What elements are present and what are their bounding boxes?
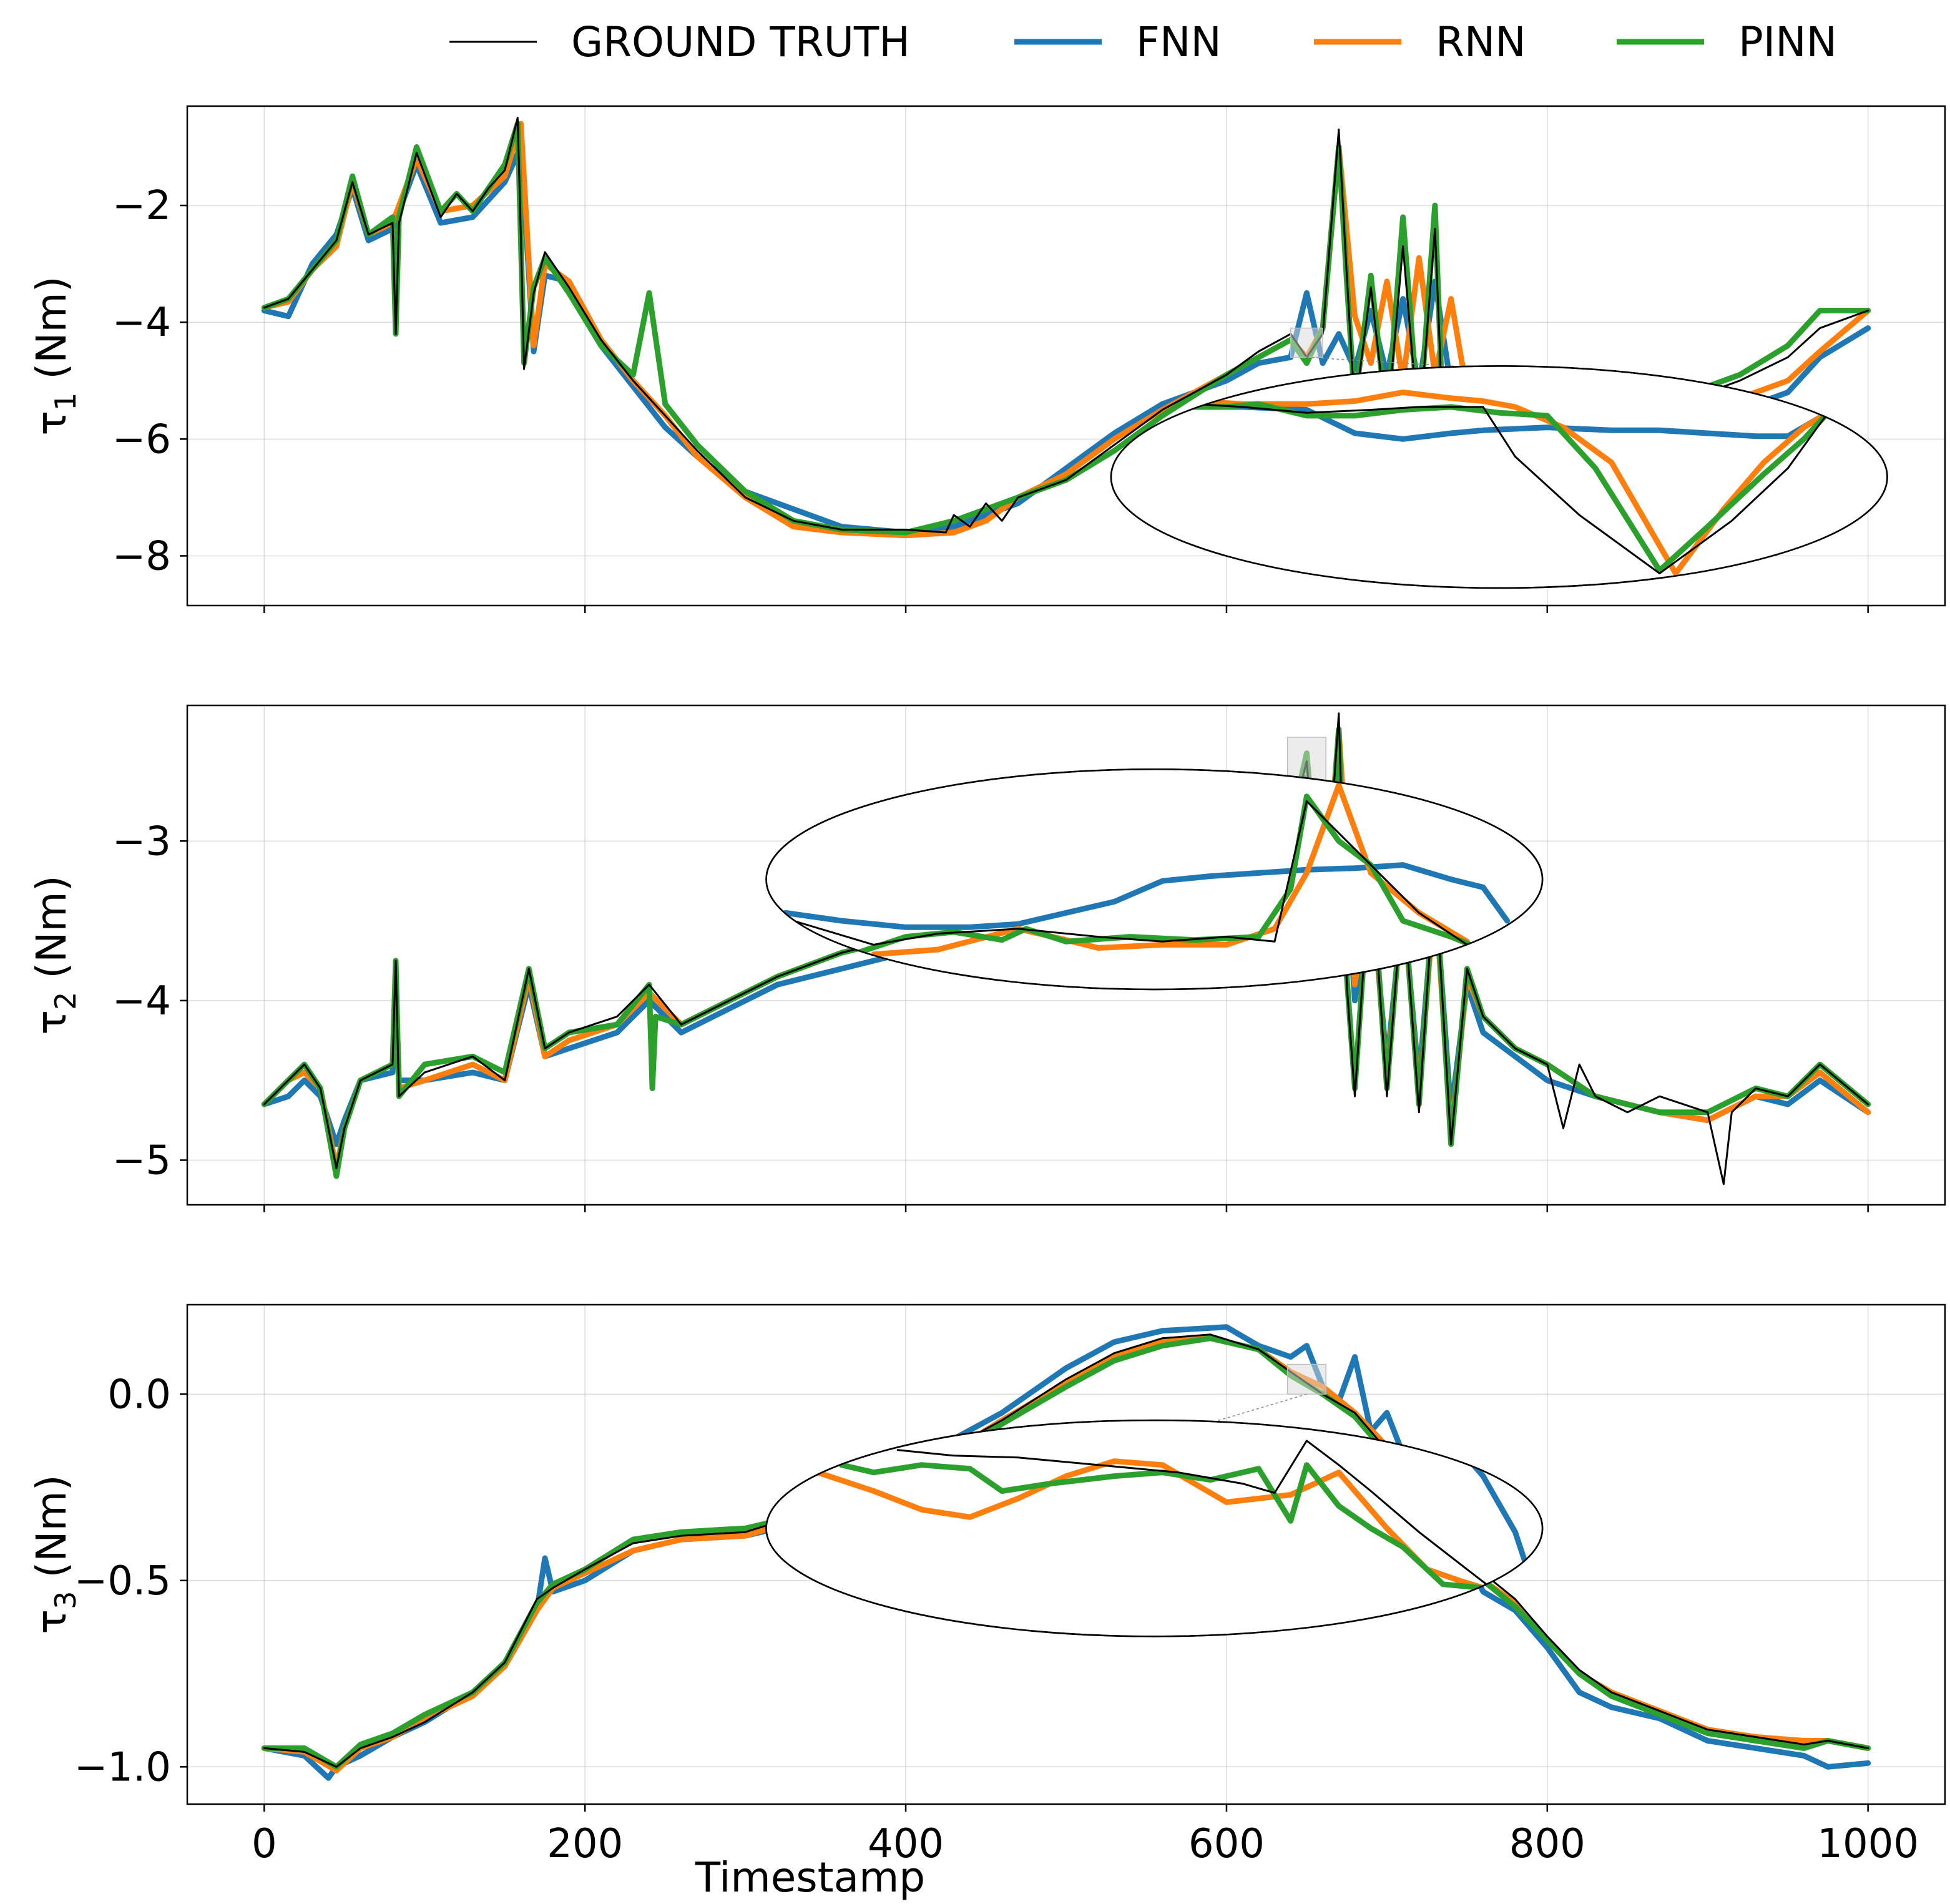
- zoom-connector: [1200, 1393, 1307, 1426]
- plot-frame: [186, 704, 1946, 1206]
- y-tick-label: −4: [112, 300, 171, 346]
- inset-series-line-rnn: [1144, 390, 1831, 576]
- zoom-window: [1290, 327, 1323, 358]
- inset-zoom: [765, 1419, 1544, 1637]
- inset-series-line-gt: [1145, 400, 1829, 574]
- y-tick-label: −4: [112, 978, 171, 1024]
- legend-label: FNN: [1136, 18, 1222, 66]
- inset-series-line-pinn: [855, 793, 1473, 956]
- plot-frame: [186, 105, 1946, 607]
- legend-item-fnn: FNN: [1014, 18, 1222, 66]
- y-axis-label: τ1 (Nm): [27, 276, 82, 435]
- legend-label: PINN: [1738, 18, 1837, 66]
- x-tick-label: 400: [868, 1821, 944, 1867]
- plot-frame: [186, 1303, 1946, 1805]
- inset-ellipse: [765, 1419, 1544, 1637]
- panel-tau2: −5 −4 −3 τ2 (Nm): [27, 704, 1946, 1212]
- inset-series-line-fnn: [782, 862, 1511, 930]
- inset-series-line-gt: [896, 1440, 1492, 1589]
- y-axis-label: τ2 (Nm): [27, 875, 82, 1034]
- inset-zoom: [1110, 365, 1888, 589]
- y-tick-label: −5: [112, 1137, 171, 1184]
- legend-item-gt: GROUND TRUTH: [449, 18, 910, 66]
- y-tick-label: −1.0: [74, 1744, 171, 1790]
- x-axis-label: Timestamp: [695, 1853, 925, 1902]
- x-tick-label: 200: [547, 1821, 623, 1867]
- x-tick-label: 600: [1188, 1821, 1265, 1867]
- legend-label: RNN: [1436, 18, 1526, 66]
- series-group: [261, 1324, 1871, 1781]
- zoom-window: [1286, 1363, 1326, 1395]
- legend: GROUND TRUTH FNN RNN PINN: [449, 18, 1837, 66]
- x-tick-label: 800: [1509, 1821, 1585, 1867]
- y-tick-label: 0.0: [107, 1372, 171, 1418]
- y-tick-label: −0.5: [74, 1558, 171, 1604]
- y-axis-label: τ3 (Nm): [27, 1475, 82, 1634]
- legend-item-rnn: RNN: [1314, 18, 1526, 66]
- inset-zoom: [765, 768, 1544, 991]
- panel-tau3: 0 200 400 600 800 1000 −1.0 −0.5 0.0 τ3 (Nm) Times…: [27, 1303, 1946, 1902]
- y-tick-label: −2: [112, 183, 171, 229]
- y-tick-label: −8: [112, 533, 171, 579]
- legend-label: GROUND TRUTH: [571, 18, 910, 66]
- y-tick-label: −3: [112, 818, 171, 865]
- inset-series-line-gt: [792, 800, 1468, 946]
- y-tick-label: −6: [112, 416, 171, 463]
- inset-series-line-pinn: [838, 1462, 1486, 1591]
- inset-series-line-pinn: [1144, 395, 1831, 574]
- legend-item-pinn: PINN: [1617, 18, 1837, 66]
- inset-ellipse: [1110, 365, 1888, 589]
- panel-tau1: −8 −6 −4 −2 τ1 (Nm): [27, 105, 1946, 613]
- x-tick-label: 0: [252, 1821, 277, 1867]
- x-tick-label: 1000: [1817, 1821, 1919, 1867]
- series-line-gt: [263, 1333, 1869, 1768]
